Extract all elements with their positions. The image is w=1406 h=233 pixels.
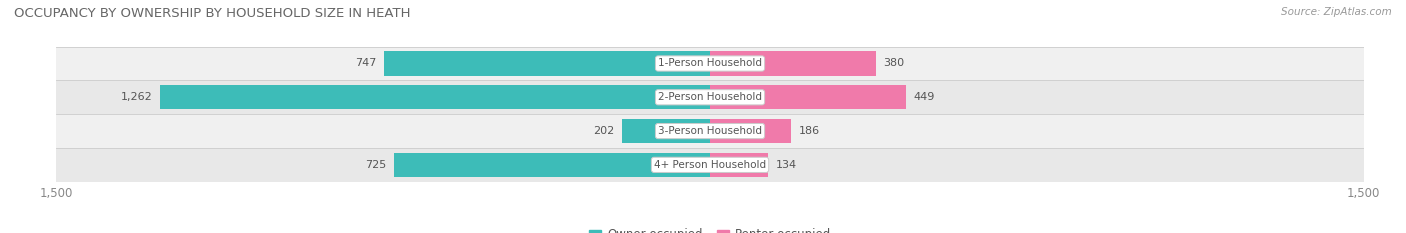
- Text: 186: 186: [799, 126, 820, 136]
- Bar: [56, 148, 1364, 182]
- Text: 202: 202: [593, 126, 614, 136]
- Bar: [160, 85, 710, 110]
- Text: Source: ZipAtlas.com: Source: ZipAtlas.com: [1281, 7, 1392, 17]
- Bar: [394, 153, 710, 177]
- Text: 1,262: 1,262: [121, 92, 152, 102]
- Bar: [56, 114, 1364, 148]
- Text: 1-Person Household: 1-Person Household: [658, 58, 762, 69]
- Bar: [710, 51, 876, 76]
- Text: 747: 747: [356, 58, 377, 69]
- Text: 449: 449: [914, 92, 935, 102]
- Bar: [621, 119, 710, 143]
- Text: 380: 380: [883, 58, 904, 69]
- Text: 134: 134: [776, 160, 797, 170]
- Legend: Owner-occupied, Renter-occupied: Owner-occupied, Renter-occupied: [585, 224, 835, 233]
- Text: OCCUPANCY BY OWNERSHIP BY HOUSEHOLD SIZE IN HEATH: OCCUPANCY BY OWNERSHIP BY HOUSEHOLD SIZE…: [14, 7, 411, 20]
- Text: 2-Person Household: 2-Person Household: [658, 92, 762, 102]
- Bar: [56, 80, 1364, 114]
- Bar: [710, 119, 792, 143]
- Bar: [384, 51, 710, 76]
- Text: 3-Person Household: 3-Person Household: [658, 126, 762, 136]
- Text: 725: 725: [366, 160, 387, 170]
- Text: 4+ Person Household: 4+ Person Household: [654, 160, 766, 170]
- Bar: [710, 153, 769, 177]
- Bar: [710, 85, 905, 110]
- Bar: [56, 47, 1364, 80]
